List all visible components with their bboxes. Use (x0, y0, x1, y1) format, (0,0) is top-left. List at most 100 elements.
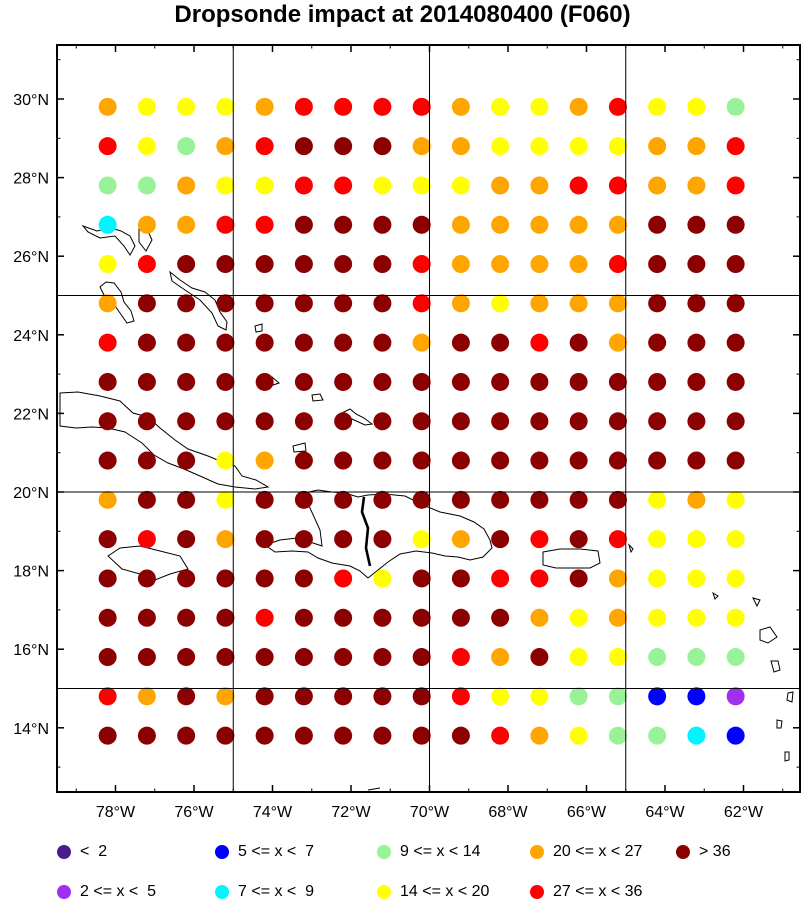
impact-dot (491, 451, 510, 470)
legend-item: 7 <= x < 9 (215, 882, 314, 902)
impact-dot (373, 569, 392, 588)
impact-dot (491, 687, 510, 706)
impact-dot (177, 530, 196, 549)
impact-dot (294, 530, 313, 549)
lon-label: 66°W (567, 804, 607, 821)
impact-dot (687, 294, 706, 313)
impact-dot (569, 255, 588, 274)
impact-dot (255, 412, 274, 431)
impact-dot (373, 451, 392, 470)
impact-dot (451, 412, 470, 431)
impact-dot (648, 608, 667, 627)
impact-dot (412, 608, 431, 627)
impact-dot (491, 608, 510, 627)
impact-dot (412, 726, 431, 745)
impact-dot (98, 215, 117, 234)
impact-dot (726, 530, 745, 549)
impact-dot (177, 215, 196, 234)
lon-label: 74°W (253, 804, 293, 821)
impact-dot (334, 490, 353, 509)
impact-dot (491, 255, 510, 274)
impact-dot (255, 255, 274, 274)
legend-label: 20 <= x < 27 (553, 843, 643, 860)
impact-dot (726, 687, 745, 706)
impact-dot (648, 294, 667, 313)
impact-dot (608, 687, 627, 706)
impact-dot (687, 97, 706, 116)
impact-dot (451, 530, 470, 549)
impact-dot (137, 294, 156, 313)
impact-dot (373, 294, 392, 313)
impact-dot (334, 255, 353, 274)
impact-dot (569, 608, 588, 627)
impact-dot (137, 569, 156, 588)
impact-dot (294, 687, 313, 706)
impact-dot (412, 569, 431, 588)
impact-dot (569, 648, 588, 667)
lon-label: 76°W (174, 804, 214, 821)
impact-dot (530, 215, 549, 234)
impact-dot (491, 412, 510, 431)
impact-dot (216, 176, 235, 195)
impact-dot (294, 255, 313, 274)
impact-dot (137, 97, 156, 116)
impact-dot (608, 648, 627, 667)
impact-dot (98, 97, 117, 116)
impact-dot (412, 687, 431, 706)
impact-dot (216, 530, 235, 549)
impact-dot (98, 530, 117, 549)
impact-dot (216, 294, 235, 313)
impact-dot (137, 372, 156, 391)
impact-dot (608, 372, 627, 391)
legend-item: < 2 (57, 842, 107, 862)
impact-dot (255, 294, 274, 313)
lat-label: 26°N (13, 249, 49, 266)
impact-dot (294, 333, 313, 352)
impact-dot (137, 255, 156, 274)
legend-swatch (530, 845, 544, 859)
impact-dot (569, 176, 588, 195)
impact-dot (648, 451, 667, 470)
impact-dot (491, 648, 510, 667)
impact-dot (569, 372, 588, 391)
lat-label: 18°N (13, 564, 49, 581)
lon-label: 68°W (488, 804, 528, 821)
impact-dot (608, 137, 627, 156)
impact-dot (334, 137, 353, 156)
impact-dot (687, 176, 706, 195)
map-title: Dropsonde impact at 2014080400 (F060) (174, 1, 631, 28)
impact-dot (373, 97, 392, 116)
impact-dot (687, 648, 706, 667)
impact-dot (412, 451, 431, 470)
impact-dot (412, 294, 431, 313)
impact-dot (255, 648, 274, 667)
impact-dot (412, 530, 431, 549)
legend-label: 2 <= x < 5 (80, 883, 157, 900)
impact-dot (530, 294, 549, 313)
impact-dot (491, 372, 510, 391)
legend-item: 20 <= x < 27 (530, 842, 642, 862)
impact-dot (216, 569, 235, 588)
impact-dot (294, 451, 313, 470)
impact-dot (491, 333, 510, 352)
impact-dot (177, 294, 196, 313)
impact-dot (608, 608, 627, 627)
impact-dot (687, 608, 706, 627)
impact-dot (530, 687, 549, 706)
impact-dot (137, 176, 156, 195)
impact-dot (334, 215, 353, 234)
impact-dot (608, 490, 627, 509)
impact-dot (216, 687, 235, 706)
impact-dot (726, 608, 745, 627)
impact-dot (255, 687, 274, 706)
legend-label: 9 <= x < 14 (400, 843, 481, 860)
impact-dot (177, 176, 196, 195)
impact-dot (255, 176, 274, 195)
impact-dot (294, 490, 313, 509)
impact-dot (294, 648, 313, 667)
impact-dot (608, 569, 627, 588)
impact-dot (98, 569, 117, 588)
impact-dot (451, 176, 470, 195)
impact-dot (687, 333, 706, 352)
impact-dot (687, 255, 706, 274)
